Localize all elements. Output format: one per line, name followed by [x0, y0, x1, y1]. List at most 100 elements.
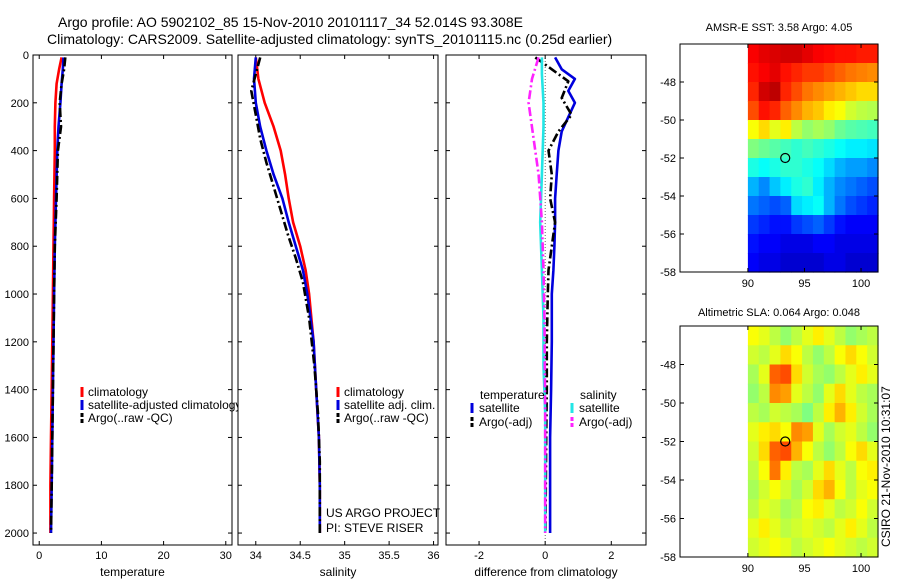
series-line-salinity-satellite: [538, 57, 547, 533]
map-cell: [780, 215, 792, 235]
map-cell: [867, 120, 879, 140]
map-cell: [780, 383, 792, 404]
map-cell: [758, 234, 771, 254]
map-cell: [769, 253, 782, 273]
map-cell: [834, 120, 847, 140]
map-cell: [802, 364, 814, 385]
map-cell: [823, 101, 836, 121]
map-cell: [823, 480, 836, 500]
map-cell: [812, 215, 825, 235]
map-cell: [812, 234, 825, 254]
legend-entry: Argo(-adj): [479, 415, 532, 429]
map-cell: [856, 82, 868, 102]
map-cell: [812, 441, 825, 462]
map-title: Altimetric SLA: 0.064 Argo: 0.048: [698, 307, 860, 319]
map-cell: [791, 364, 803, 385]
map-cell: [780, 158, 792, 178]
map-cell: [812, 63, 825, 83]
map-cell: [856, 383, 868, 404]
map-cell: [758, 422, 771, 443]
argo-position-marker: [780, 152, 791, 164]
map-cell: [845, 253, 857, 273]
map-cell: [758, 383, 771, 404]
map-cell: [758, 537, 771, 558]
map-cell: [812, 383, 825, 404]
map-y-tick-label: -52: [660, 437, 676, 449]
map-cell: [802, 215, 814, 235]
map-cell: [867, 537, 879, 558]
map-cell: [834, 460, 847, 481]
map-cell: [747, 326, 760, 346]
map-cell: [780, 326, 792, 346]
map-cell: [867, 518, 879, 539]
map-cell: [812, 345, 825, 366]
map-cell: [856, 196, 868, 216]
map-cell: [867, 44, 879, 64]
map-cell: [856, 499, 868, 520]
x-tick-label: 0: [36, 550, 42, 562]
map-cell: [747, 518, 760, 539]
map-cell: [802, 383, 814, 404]
legend-entry: satellite-adjusted climatology: [88, 398, 241, 412]
map-cell: [856, 460, 868, 481]
map-cell: [758, 215, 771, 235]
map-cell: [802, 537, 814, 558]
map-y-tick-label: -48: [660, 77, 676, 89]
map-cell: [812, 499, 825, 520]
x-tick-label: 2: [608, 550, 614, 562]
y-tick-label: 1400: [5, 385, 29, 397]
map-cell: [758, 441, 771, 462]
plot-frame: [237, 54, 439, 546]
map-cell: [812, 422, 825, 443]
map-cell: [758, 101, 771, 121]
map-cell: [769, 158, 782, 178]
map-cell: [747, 82, 760, 102]
x-axis-label: temperature: [100, 565, 165, 579]
map-cell: [758, 403, 771, 423]
map-cell: [802, 158, 814, 178]
map-cell: [834, 345, 847, 366]
map-cell: [791, 383, 803, 404]
map-cell: [812, 403, 825, 423]
map-cell: [834, 139, 847, 159]
map-cell: [802, 177, 814, 197]
map-cell: [769, 460, 782, 481]
map-cell: [802, 326, 814, 346]
map-cell: [791, 403, 803, 423]
map-cell: [856, 215, 868, 235]
map-cell: [845, 120, 857, 140]
map-cell: [791, 215, 803, 235]
y-tick-label: 800: [11, 241, 29, 253]
map-cell: [823, 364, 836, 385]
x-tick-label: 30: [220, 550, 232, 562]
map-cell: [769, 364, 782, 385]
map-cell: [823, 196, 836, 216]
map-cell: [780, 82, 792, 102]
map-cell: [812, 139, 825, 159]
map-cell: [867, 499, 879, 520]
argo-position-marker: [780, 436, 791, 447]
legend-entry: climatology: [88, 385, 148, 399]
map-cell: [747, 139, 760, 159]
map-cell: [812, 326, 825, 346]
map-cell: [867, 139, 879, 159]
map-cell: [812, 177, 825, 197]
map-cell: [823, 82, 836, 102]
map-cell: [758, 518, 771, 539]
map-cell: [845, 215, 857, 235]
map-cell: [823, 44, 836, 64]
map-cell: [780, 499, 792, 520]
map-cell: [856, 403, 868, 423]
map-cell: [791, 139, 803, 159]
map-cell: [791, 44, 803, 64]
legend-entry: Argo(-adj): [579, 415, 632, 429]
map-cell: [812, 120, 825, 140]
map-cell: [856, 537, 868, 558]
map-cell: [747, 44, 760, 64]
header-line-2: Climatology: CARS2009. Satellite-adjuste…: [47, 31, 612, 47]
x-tick-label: 0: [542, 550, 548, 562]
series-line-temperature-satellite: [548, 56, 577, 533]
header-line-1: Argo profile: AO 5902102_85 15-Nov-2010 …: [58, 14, 523, 30]
